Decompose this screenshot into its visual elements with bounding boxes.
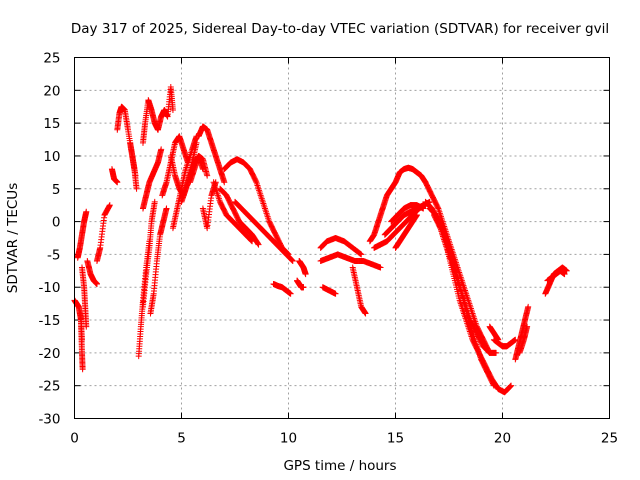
series-b2 [127, 139, 140, 192]
series-d4 [232, 198, 296, 264]
series-d2 [217, 185, 262, 248]
data-point [151, 198, 158, 205]
y-tick-label: -25 [38, 379, 60, 395]
data-point [302, 271, 309, 278]
data-point [255, 241, 262, 248]
data-point [362, 310, 369, 317]
series-b4 [139, 198, 158, 310]
y-tick-label: 5 [52, 182, 61, 198]
data-point [493, 349, 500, 356]
y-tick-label: 10 [43, 149, 60, 165]
data-point [563, 267, 570, 274]
x-tick-label: 15 [387, 431, 404, 447]
data-point [106, 202, 113, 209]
data-point [255, 240, 262, 247]
series-d6 [296, 257, 309, 278]
series-c3 [169, 133, 200, 232]
data-point [434, 204, 441, 211]
y-tick-label: 20 [43, 83, 60, 99]
data-point [507, 383, 514, 390]
series-c6 [195, 123, 228, 186]
data-point [204, 172, 211, 179]
series-d7 [294, 277, 307, 291]
series-e2 [317, 251, 384, 271]
x-tick-labels: 0 5 10 15 20 25 [70, 431, 618, 447]
data-point [287, 290, 294, 297]
y-tick-label: -30 [38, 412, 60, 428]
y-tick-labels: -30 -25 -20 -15 -10 -5 0 5 10 15 20 25 [38, 51, 60, 428]
data-point [508, 382, 515, 389]
series-a3 [74, 208, 90, 261]
data-point [169, 107, 176, 114]
series-c5 [187, 152, 211, 186]
series-e4 [349, 264, 369, 317]
data-point [300, 284, 307, 291]
y-axis-label: SDTVAR / TECUs [5, 183, 21, 293]
series-g6 [486, 323, 502, 343]
x-tick-label: 25 [601, 431, 618, 447]
data-point [525, 303, 532, 310]
data-point [93, 280, 100, 287]
series-e1 [317, 235, 365, 258]
data-point [83, 323, 90, 330]
data-point [114, 179, 121, 186]
plot-frame [74, 57, 610, 419]
series-f4 [388, 202, 427, 225]
x-tick-label: 10 [280, 431, 297, 447]
x-tick-label: 5 [177, 431, 186, 447]
data-point [79, 366, 86, 373]
y-tick-label: -20 [38, 346, 60, 362]
data-point [413, 212, 420, 219]
series-b5 [147, 205, 170, 317]
series-d5 [270, 280, 294, 297]
y-tick-label: 25 [43, 51, 60, 67]
data-point [289, 257, 296, 264]
data-point [358, 251, 365, 258]
series-b8 [154, 84, 176, 133]
data-point [83, 208, 90, 215]
y-tick-label: 0 [52, 215, 61, 231]
data-point [163, 205, 170, 212]
data-point [252, 178, 259, 185]
y-tick-label: -5 [47, 247, 60, 263]
series-f1 [366, 164, 429, 245]
data-point [506, 383, 513, 390]
series-b6 [139, 146, 165, 212]
x-axis-label: GPS time / hours [283, 458, 396, 474]
data-point [221, 179, 228, 186]
data-point [561, 271, 568, 278]
data-point [332, 290, 339, 297]
data-point [158, 146, 165, 153]
data-point [288, 256, 295, 263]
series-a6 [93, 202, 113, 264]
data-point [524, 323, 531, 330]
x-tick-label: 0 [70, 431, 79, 447]
data-point [357, 250, 364, 257]
series-a5 [84, 257, 100, 287]
data-point [495, 336, 502, 343]
data-point [377, 264, 384, 271]
x-tick-label: 20 [494, 431, 511, 447]
data-point [133, 185, 140, 192]
y-tick-label: -15 [38, 313, 60, 329]
chart-title: Day 317 of 2025, Sidereal Day-to-day VTE… [71, 21, 609, 37]
data-point [289, 257, 296, 264]
series-f5 [392, 212, 420, 251]
y-tick-label: 15 [43, 116, 60, 132]
data-point [436, 224, 443, 231]
series-a4 [78, 264, 90, 330]
y-tick-label: -10 [38, 280, 60, 296]
series-e3 [319, 284, 339, 297]
series-g4 [431, 212, 515, 396]
data-points [71, 84, 570, 396]
series-g5 [490, 336, 519, 350]
data-point [356, 250, 363, 257]
series-a7 [108, 166, 121, 186]
series-g8 [516, 323, 531, 356]
data-point [420, 205, 427, 212]
series-h2 [544, 267, 568, 284]
